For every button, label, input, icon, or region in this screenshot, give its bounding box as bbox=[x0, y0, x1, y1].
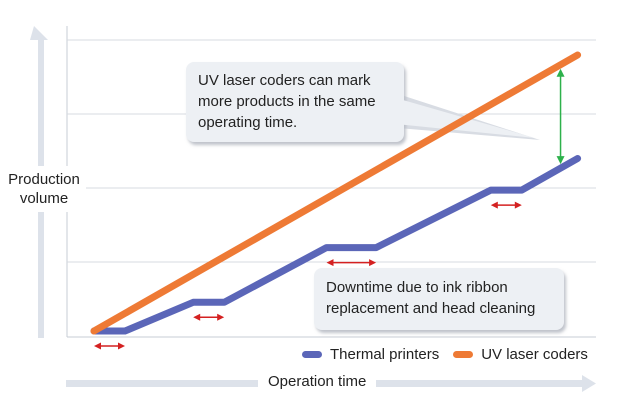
uv-callout-bubble bbox=[186, 62, 540, 142]
downtime-arrowhead-left bbox=[326, 259, 334, 267]
legend-label-uv: UV laser coders bbox=[481, 345, 588, 363]
legend-label-thermal: Thermal printers bbox=[330, 345, 440, 363]
downtime-arrowhead-right bbox=[514, 201, 522, 209]
plot-series bbox=[90, 51, 582, 335]
downtime-arrow-2 bbox=[193, 313, 225, 321]
gap-arrowhead-top bbox=[556, 68, 565, 77]
series-line-uv bbox=[90, 51, 582, 335]
downtime-arrows bbox=[94, 201, 522, 350]
uv-callout-line-2: more products in the same bbox=[198, 93, 376, 110]
downtime-callout-line-2: replacement and head cleaning bbox=[326, 300, 536, 317]
legend-item-thermal: Thermal printers bbox=[302, 346, 439, 363]
uv-callout-box bbox=[186, 62, 404, 142]
gap-arrowhead-bottom bbox=[556, 156, 565, 165]
downtime-callout-line-1: Downtime due to ink ribbon bbox=[326, 279, 508, 296]
y-axis-label: Production volume bbox=[2, 166, 86, 212]
downtime-arrowhead-left bbox=[193, 313, 201, 321]
legend-swatch-uv bbox=[453, 350, 474, 358]
downtime-arrow-3 bbox=[326, 259, 377, 267]
x-axis-label: Operation time bbox=[258, 372, 377, 392]
downtime-arrowhead-left bbox=[490, 201, 498, 209]
legend-swatch-thermal bbox=[302, 350, 322, 358]
legend-item-uv: UV laser coders bbox=[453, 346, 588, 363]
gap-arrow bbox=[556, 68, 565, 165]
series-line-thermal bbox=[90, 155, 582, 335]
downtime-arrow-4 bbox=[490, 201, 522, 209]
downtime-arrow-1 bbox=[94, 342, 125, 350]
legend: Thermal printers UV laser coders bbox=[302, 344, 602, 364]
downtime-arrowhead-right bbox=[118, 342, 125, 350]
uv-callout-line-3: operating time. bbox=[198, 114, 298, 131]
downtime-arrowhead-right bbox=[217, 313, 225, 321]
downtime-arrowhead-right bbox=[369, 259, 377, 267]
uv-callout-line-1: UV laser coders can mark bbox=[198, 72, 371, 89]
downtime-callout-box bbox=[314, 268, 564, 330]
uv-callout-text: UV laser coders can mark more products i… bbox=[198, 70, 376, 133]
downtime-callout-text: Downtime due to ink ribbon replacement a… bbox=[326, 277, 535, 319]
downtime-arrowhead-left bbox=[94, 342, 101, 350]
